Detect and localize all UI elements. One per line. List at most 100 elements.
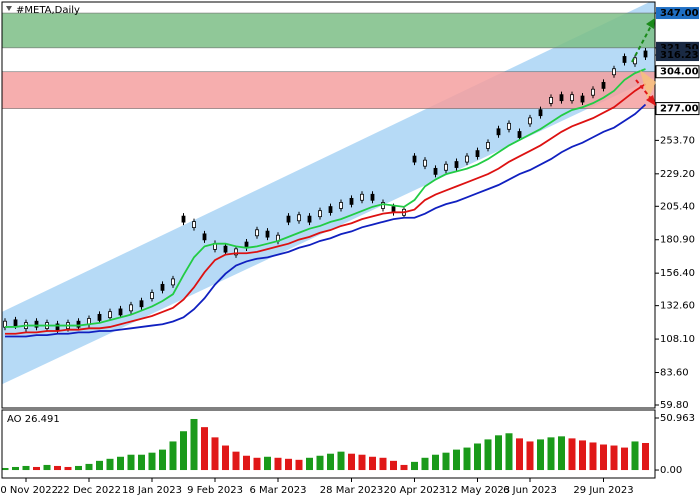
- y-tick-label: 0.00: [660, 465, 682, 476]
- candle: [34, 320, 39, 328]
- down-arrow: [635, 79, 653, 101]
- candle: [580, 95, 585, 103]
- candle: [612, 68, 616, 76]
- target-area: [640, 70, 656, 100]
- ao-bar: [306, 457, 313, 471]
- y-tick-label: 59.80: [660, 400, 689, 411]
- ao-title: AO 26.491: [7, 414, 60, 425]
- y-tick-label: 316.23: [660, 50, 699, 61]
- candle: [160, 283, 165, 291]
- y-tick-label: 253.70: [660, 135, 695, 146]
- ao-bar: [463, 447, 471, 471]
- ao-bar: [442, 452, 450, 471]
- candle: [360, 193, 364, 201]
- ao-bar: [484, 439, 492, 471]
- candle: [318, 210, 322, 218]
- ao-bar: [495, 435, 502, 471]
- candle: [234, 248, 238, 256]
- ao-bar: [243, 455, 250, 471]
- x-tick-label: 9 Feb 2023: [187, 485, 243, 496]
- ao-bar: [138, 454, 145, 471]
- ao-bar: [642, 442, 649, 471]
- ao-bar: [411, 461, 418, 471]
- price-label-bg: [655, 65, 700, 79]
- ao-bar: [348, 453, 355, 471]
- candle: [286, 215, 291, 223]
- moving-average: [5, 103, 647, 338]
- ao-bar: [285, 458, 292, 471]
- candle: [486, 142, 490, 149]
- candle: [307, 215, 312, 223]
- ao-bar: [453, 449, 460, 471]
- plot: [2, 2, 655, 385]
- candle: [202, 233, 207, 241]
- ao-bar: [12, 466, 19, 471]
- candle: [118, 308, 123, 316]
- candle: [517, 131, 522, 138]
- candle: [13, 319, 18, 327]
- symbol-title: #META,Daily: [16, 5, 80, 16]
- candle: [549, 96, 553, 104]
- x-tick-label: 6 Jun 2023: [503, 485, 557, 496]
- ao-bar: [579, 440, 586, 471]
- ao-bar: [274, 457, 282, 471]
- moving-average: [5, 83, 646, 335]
- ao-bar: [201, 427, 208, 471]
- up-arrow-head: [646, 18, 655, 29]
- x-tick-label: 29 Jun 2023: [573, 485, 633, 496]
- ao-bar: [558, 436, 565, 471]
- candle: [76, 320, 81, 328]
- ao-bar: [600, 444, 607, 471]
- ao-frame: [1, 409, 656, 479]
- candle: [496, 128, 501, 136]
- ao-bar: [358, 454, 366, 471]
- ao-bar: [631, 441, 639, 471]
- ao-bar: [327, 453, 334, 471]
- candle: [570, 94, 574, 102]
- ao-bar: [516, 438, 523, 471]
- y-tick-label: 132.60: [660, 301, 695, 312]
- candle: [643, 50, 648, 58]
- ao-bar: [589, 442, 597, 471]
- candle: [622, 56, 627, 63]
- ao-bar: [264, 456, 271, 471]
- ao-bar: [159, 449, 166, 471]
- candle: [55, 323, 60, 331]
- ao-bar: [547, 437, 555, 471]
- candle: [265, 230, 270, 238]
- y-tick-label: 321.50: [660, 43, 699, 54]
- y-tick-label: 83.60: [660, 368, 689, 379]
- arrows: [631, 18, 656, 106]
- candle: [223, 245, 228, 253]
- ao-bar: [180, 431, 187, 471]
- y-tick-label: 180.90: [660, 235, 695, 246]
- ao-bar: [253, 457, 261, 471]
- price-zone: [2, 71, 655, 109]
- ao-bar: [474, 443, 481, 471]
- candle: [139, 300, 144, 308]
- ao-bar: [526, 441, 534, 471]
- ao-bar: [106, 458, 114, 471]
- ao-bar: [568, 438, 576, 471]
- y-tick-label: 304.00: [660, 67, 699, 78]
- x-tick-label: 20 Apr 2023: [384, 485, 446, 496]
- candle: [528, 117, 532, 125]
- x-tick-label: 22 Dec 2022: [57, 485, 121, 496]
- ao-bar: [127, 454, 135, 471]
- candle: [192, 221, 196, 228]
- ao-bar: [169, 441, 177, 471]
- ao-bar: [421, 457, 429, 471]
- ao-bar: [610, 445, 618, 471]
- price-frame: [1, 1, 656, 409]
- ao-pane: 50.963 0.00: [1, 413, 695, 476]
- candle: [601, 81, 606, 89]
- ao-bar: [33, 466, 40, 471]
- y-tick-label: 205.40: [660, 201, 695, 212]
- candle: [339, 202, 343, 209]
- ao-bar: [148, 452, 156, 471]
- ao-bar: [537, 439, 544, 471]
- candle: [559, 94, 564, 102]
- ao-bar: [295, 459, 303, 471]
- price-label-bg: [656, 7, 699, 20]
